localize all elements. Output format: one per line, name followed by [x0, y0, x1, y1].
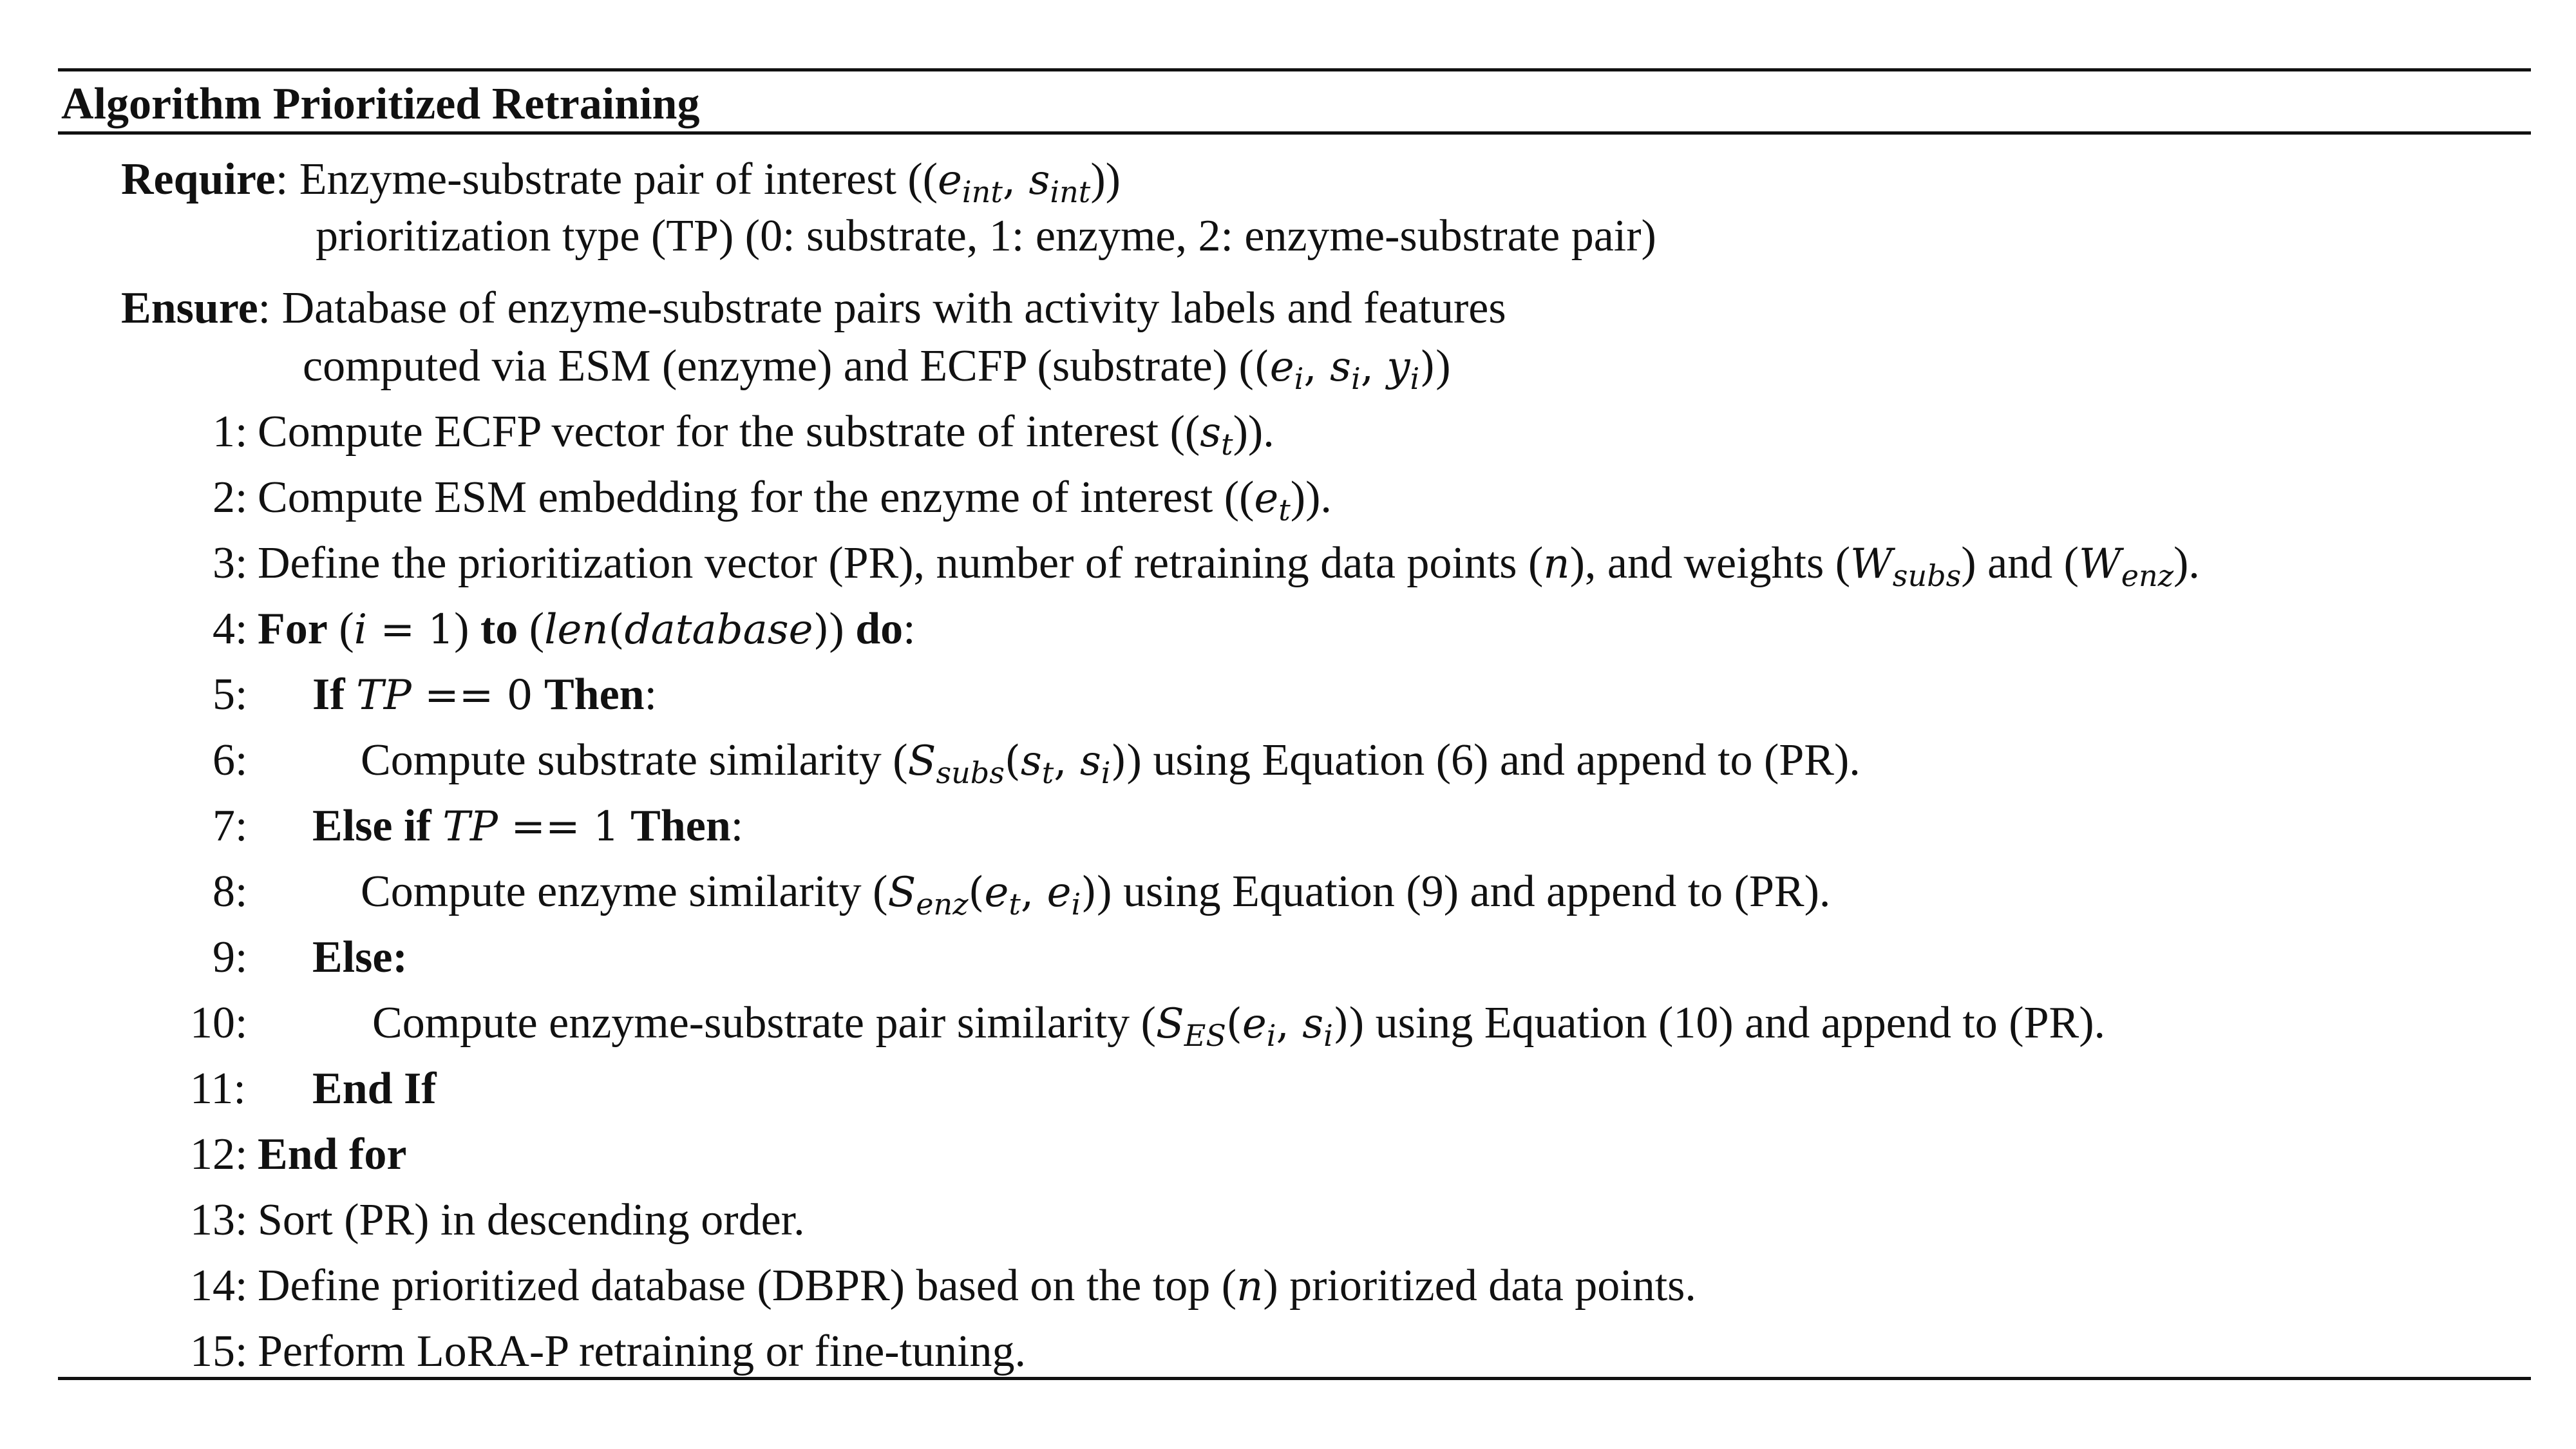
step-line: If TP == 0 Then:: [312, 670, 658, 719]
step-line: For (i = 1) to (len(database)) do:: [258, 604, 916, 654]
step-number: 8:: [213, 867, 248, 916]
step-line: Define prioritized database (DBPR) based…: [258, 1261, 1696, 1311]
ensure-text: Database of enzyme-substrate pairs with …: [281, 283, 1506, 333]
step-line: Compute ECFP vector for the substrate of…: [258, 407, 1274, 462]
ensure-label: Ensure: [121, 283, 258, 333]
ensure-line-1: Ensure: Database of enzyme-substrate pai…: [121, 283, 1506, 333]
require-line-2: prioritization type (TP) (0: substrate, …: [316, 211, 1656, 261]
step-line: Compute substrate similarity (Ssubs(st, …: [361, 735, 1861, 790]
step-number: 12:: [190, 1130, 248, 1179]
ensure-line-2: computed via ESM (enzyme) and ECFP (subs…: [303, 341, 1451, 396]
require-line-1: Require: Enzyme-substrate pair of intere…: [121, 155, 1121, 209]
step-number: 15:: [190, 1327, 248, 1376]
step-number: 4:: [213, 604, 248, 654]
step-number: 10:: [190, 998, 248, 1048]
step-line: End If: [312, 1064, 437, 1113]
step-line: End for: [258, 1130, 407, 1179]
step-line: Compute enzyme-substrate pair similarity…: [372, 998, 2106, 1053]
step-line: Else if TP == 1 Then:: [312, 801, 744, 851]
require-text: Enzyme-substrate pair of interest ((: [299, 155, 938, 204]
step-number: 9:: [213, 933, 248, 982]
step-number: 2:: [213, 473, 248, 522]
step-number: 3:: [213, 538, 248, 588]
bottom-rule: [58, 1377, 2531, 1380]
algorithm-title: Algorithm Prioritized Retraining: [61, 79, 700, 129]
step-number: 14:: [190, 1261, 248, 1311]
step-line: Perform LoRA-P retraining or fine-tuning…: [258, 1327, 1026, 1376]
title-rule: [58, 131, 2531, 135]
step-line: Compute ESM embedding for the enzyme of …: [258, 473, 1332, 527]
step-number: 7:: [213, 801, 248, 851]
step-number: 11:: [190, 1064, 246, 1113]
step-line: Else:: [312, 933, 408, 982]
step-line: Compute enzyme similarity (Senz(et, ei))…: [361, 867, 1831, 922]
require-label: Require: [121, 155, 276, 204]
step-number: 6:: [213, 735, 248, 785]
step-number: 1:: [213, 407, 248, 457]
step-number: 5:: [213, 670, 248, 719]
step-line: Define the prioritization vector (PR), n…: [258, 538, 2200, 593]
step-number: 13:: [190, 1195, 248, 1245]
ensure-text-2: computed via ESM (enzyme) and ECFP (subs…: [303, 341, 1254, 391]
step-line: Sort (PR) in descending order.: [258, 1195, 805, 1245]
top-rule: [58, 68, 2531, 71]
